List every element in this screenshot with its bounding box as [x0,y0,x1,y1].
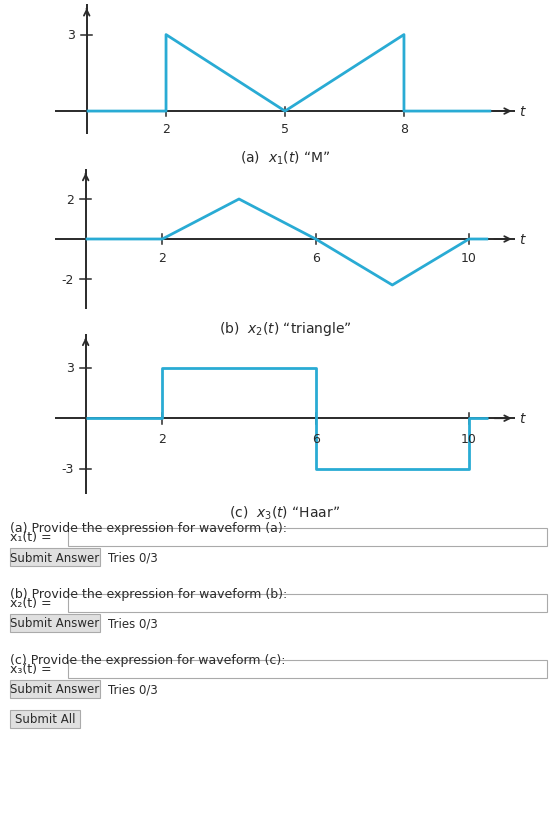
Text: -3: -3 [61,463,74,476]
Text: 8: 8 [400,124,408,136]
Text: 2: 2 [158,252,167,265]
Text: 2: 2 [162,124,170,136]
Text: (c) Provide the expression for waveform (c):: (c) Provide the expression for waveform … [10,654,286,666]
Text: 3: 3 [67,29,75,42]
Text: x₂(t) =: x₂(t) = [10,597,52,610]
Text: Submit Answer: Submit Answer [11,551,100,563]
Text: Submit All: Submit All [14,713,75,726]
Text: Submit Answer: Submit Answer [11,617,100,630]
Text: 10: 10 [461,432,477,446]
Text: 6: 6 [312,432,320,446]
Text: 5: 5 [281,124,289,136]
Text: (a)  $x_1(t)$ “M”: (a) $x_1(t)$ “M” [240,150,330,167]
Text: Tries 0/3: Tries 0/3 [108,617,158,630]
Text: (b) Provide the expression for waveform (b):: (b) Provide the expression for waveform … [10,587,287,600]
Text: Tries 0/3: Tries 0/3 [108,551,158,563]
Text: t: t [519,105,525,119]
Text: t: t [519,233,524,247]
Text: 10: 10 [461,252,477,265]
Text: 3: 3 [66,362,74,375]
Text: -2: -2 [61,274,74,286]
Text: x₁(t) =: x₁(t) = [10,531,52,544]
Text: x₃(t) =: x₃(t) = [10,663,52,676]
Text: Submit Answer: Submit Answer [11,683,100,695]
Text: (b)  $x_2(t)$ “triangle”: (b) $x_2(t)$ “triangle” [219,319,351,337]
Text: 2: 2 [66,193,74,206]
Text: 6: 6 [312,252,320,265]
Text: (a) Provide the expression for waveform (a):: (a) Provide the expression for waveform … [10,522,287,534]
Text: t: t [519,412,524,426]
Text: (c)  $x_3(t)$ “Haar”: (c) $x_3(t)$ “Haar” [229,505,340,522]
Text: Tries 0/3: Tries 0/3 [108,683,158,695]
Text: 2: 2 [158,432,167,446]
